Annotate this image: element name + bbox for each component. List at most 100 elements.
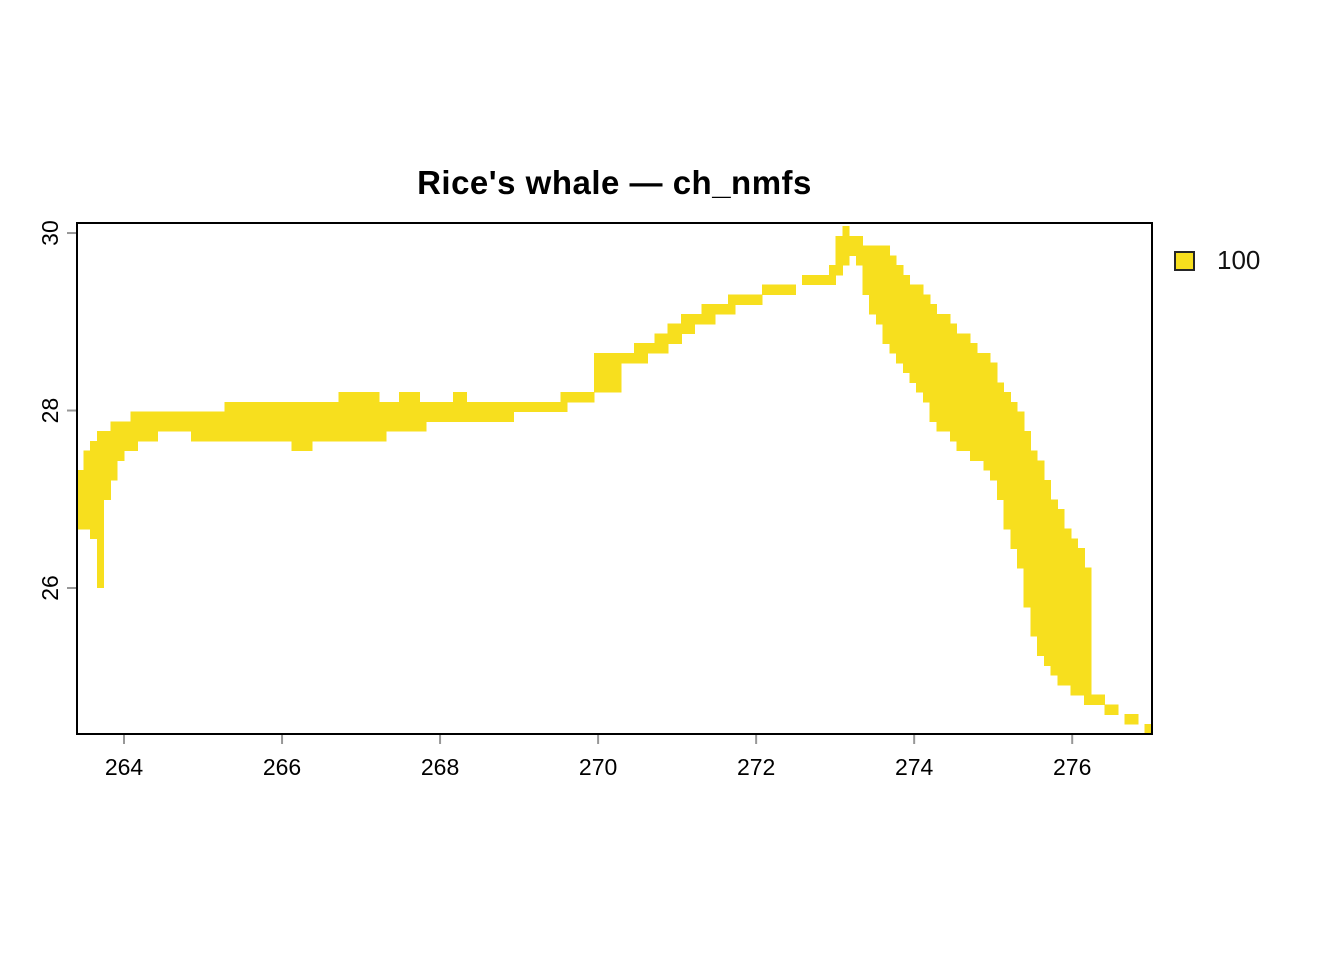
raster-cell [1030,538,1038,549]
raster-cell [217,411,226,422]
raster-cell [184,421,192,432]
raster-cell [197,411,205,422]
raster-cell [687,323,696,335]
raster-cell [325,431,333,442]
raster-cell [963,382,971,393]
raster-cell [1050,655,1058,666]
raster-cell [1016,528,1025,540]
raster-cell [1084,626,1092,637]
raster-cell [90,460,98,471]
raster-cell [298,440,306,452]
raster-cell [1023,548,1032,559]
raster-cell [875,304,884,315]
raster-cell [916,323,924,335]
raster-cell [882,274,890,286]
raster-cell [1070,636,1079,647]
raster-cell [956,411,964,422]
raster-cell [291,411,299,422]
raster-cell [909,362,917,374]
raster-cell [412,421,420,432]
raster-cell [889,343,897,354]
raster-cell [922,352,931,364]
raster-cell [808,274,817,286]
raster-cell [1023,587,1032,598]
raster-cell [204,431,212,442]
raster-cell [943,352,951,364]
raster-cell [170,421,179,432]
raster-cell [969,382,978,393]
raster-cell [399,401,407,413]
raster-cell [1050,518,1058,530]
raster-cell [143,421,152,432]
raster-cell [1037,557,1045,569]
raster-cell [83,460,91,471]
raster-cell [708,313,716,325]
raster-cell [526,401,535,413]
raster-cell [600,372,608,383]
raster-cell [278,411,286,422]
raster-cell [956,333,964,344]
raster-cell [849,235,857,247]
raster-cell [352,411,360,422]
raster-cell [969,372,978,383]
raster-cell [983,362,991,374]
raster-cell [1057,675,1065,686]
raster-cell [614,382,622,393]
raster-cell [728,304,736,315]
raster-cell [325,421,333,432]
raster-cell [936,323,944,335]
raster-cell [889,294,897,305]
raster-cell [1030,489,1038,501]
raster-cell [1016,548,1025,559]
raster-cell [909,294,917,305]
raster-cell [922,382,931,393]
raster-cell [1037,548,1045,559]
raster-cell [365,411,373,422]
raster-cell [331,401,340,413]
raster-cell [1057,597,1065,608]
y-tick-label: 28 [37,398,63,424]
raster-cell [318,411,326,422]
raster-cell [231,421,239,432]
raster-cell [1070,538,1079,549]
raster-cell [1016,509,1025,520]
raster-cell [83,509,91,520]
raster-cell [889,265,897,276]
raster-cell [190,431,199,442]
raster-cell [399,421,407,432]
raster-cell [358,431,367,442]
raster-cell [291,431,299,442]
raster-cell [77,509,85,520]
raster-cell [983,382,991,393]
raster-cell [372,392,380,403]
raster-cell [1010,528,1018,540]
raster-cell [264,401,273,413]
raster-cell [936,392,944,403]
raster-cell [224,421,232,432]
raster-cell [439,411,447,422]
raster-cell [150,431,158,442]
raster-cell [916,284,924,295]
raster-cell [298,431,306,442]
raster-cell [103,479,111,491]
raster-cell [889,304,897,315]
raster-cell [963,333,971,344]
raster-cell [1084,587,1092,598]
raster-cell [842,245,850,256]
raster-cell [466,401,474,413]
raster-cell [1057,645,1065,657]
raster-cell [1070,587,1079,598]
raster-cell [1023,528,1032,540]
raster-cell [963,343,971,354]
raster-cell [1030,577,1038,588]
raster-cell [1084,577,1092,588]
raster-cell [204,411,212,422]
raster-cell [922,333,931,344]
raster-cell [345,421,353,432]
raster-cell [1023,597,1032,608]
raster-cell [137,411,145,422]
raster-cell [150,411,158,422]
raster-cell [271,411,279,422]
raster-cell [600,362,608,374]
raster-cell [1063,606,1072,618]
